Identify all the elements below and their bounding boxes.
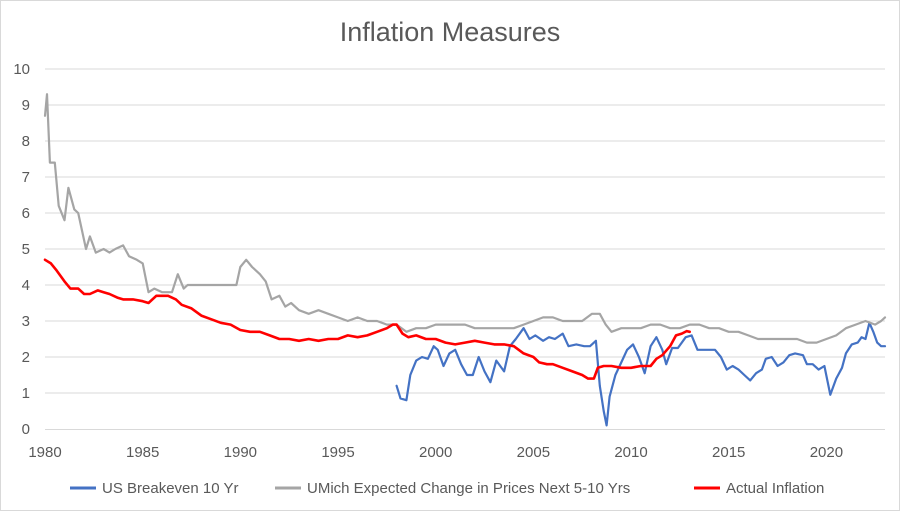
- y-tick-label: 9: [22, 97, 30, 114]
- x-axis-ticks: 1980 1985 1990 1995 2000 2005 2010 2015 2020: [28, 444, 843, 461]
- x-tick-label: 2005: [517, 444, 550, 461]
- series-line-0: [395, 321, 887, 427]
- y-tick-label: 2: [22, 349, 30, 366]
- x-tick-label: 2010: [614, 444, 647, 461]
- x-tick-label: 1985: [126, 444, 159, 461]
- x-tick-label: 1995: [321, 444, 354, 461]
- chart-title: Inflation Measures: [340, 17, 561, 47]
- legend: US Breakeven 10 Yr UMich Expected Change …: [70, 480, 824, 497]
- x-tick-label: 2000: [419, 444, 452, 461]
- y-axis-ticks: 0 1 2 3 4 5 6 7 8 9 10: [13, 61, 30, 438]
- gridlines: [45, 68, 885, 394]
- x-tick-label: 2020: [810, 444, 843, 461]
- x-tick-label: 2015: [712, 444, 745, 461]
- series-lines: [43, 93, 887, 427]
- x-tick-label: 1980: [28, 444, 61, 461]
- y-tick-label: 1: [22, 385, 30, 402]
- y-tick-label: 6: [22, 205, 30, 222]
- y-tick-label: 3: [22, 313, 30, 330]
- y-tick-label: 4: [22, 277, 30, 294]
- legend-label-1: UMich Expected Change in Prices Next 5-1…: [307, 480, 630, 497]
- x-tick-label: 1990: [224, 444, 257, 461]
- legend-label-2: Actual Inflation: [726, 480, 824, 497]
- series-line-2: [43, 258, 691, 380]
- y-tick-label: 10: [13, 61, 30, 78]
- series-line-1: [43, 93, 887, 344]
- y-tick-label: 0: [22, 421, 30, 438]
- y-tick-label: 5: [22, 241, 30, 258]
- y-tick-label: 7: [22, 169, 30, 186]
- y-tick-label: 8: [22, 133, 30, 150]
- legend-label-0: US Breakeven 10 Yr: [102, 480, 238, 497]
